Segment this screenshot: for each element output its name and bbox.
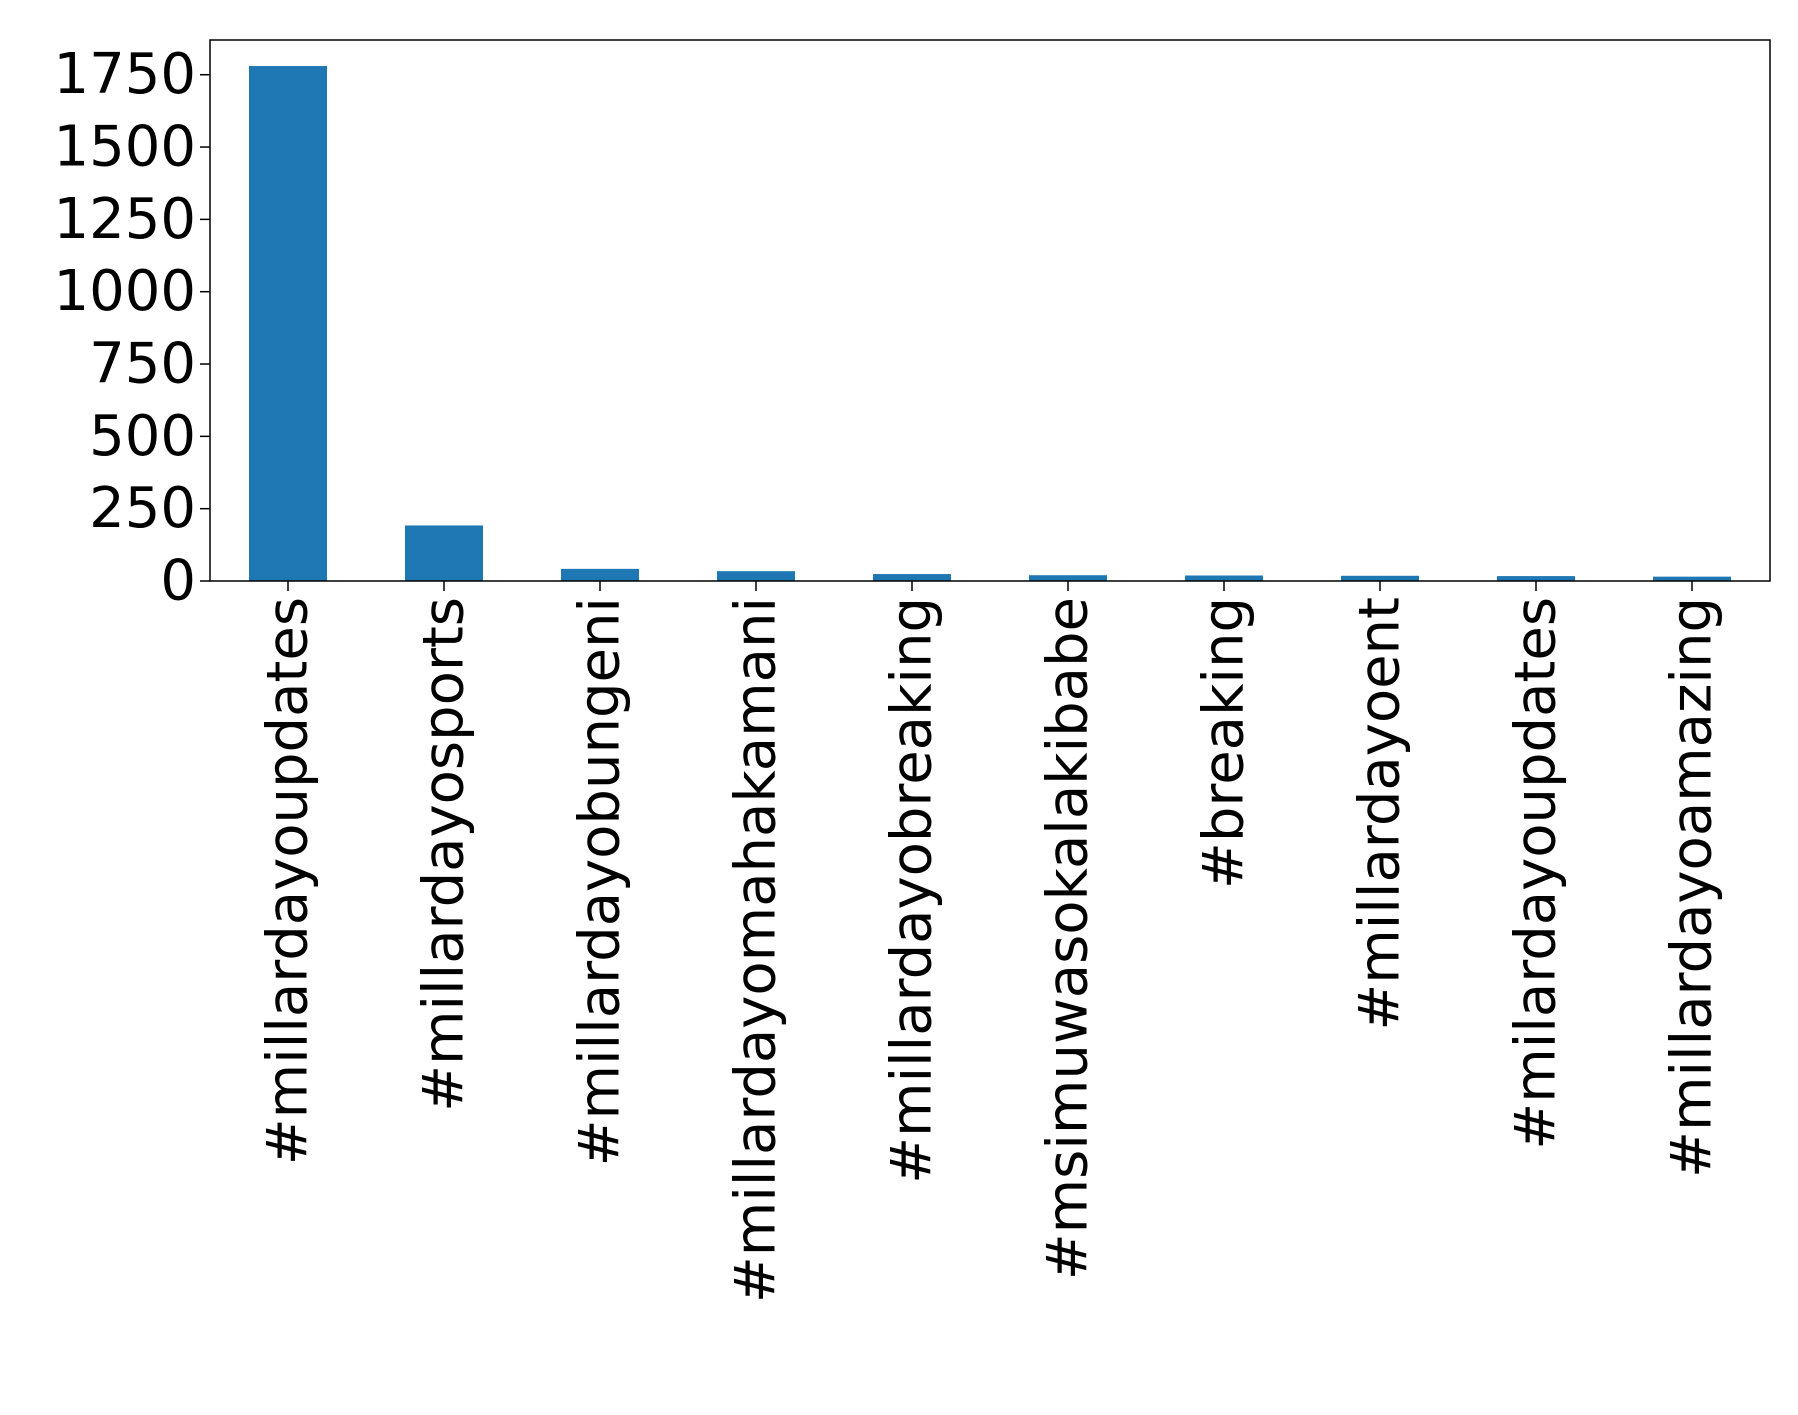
x-tick-label: #millardayobungeni [568, 597, 633, 1166]
bar [1497, 576, 1575, 581]
x-tick-label: #millardayoupdates [256, 597, 321, 1165]
bar [1653, 576, 1731, 581]
y-axis: 0 250 500 750 1000 1250 1500 1750 [53, 42, 210, 614]
x-tick-label: #millardayosports [412, 597, 477, 1112]
bar [1185, 575, 1263, 581]
x-tick-label: #breaking [1192, 597, 1257, 889]
bar [717, 571, 795, 581]
bar [405, 525, 483, 581]
y-tick-label: 0 [160, 549, 196, 614]
y-tick-label: 500 [89, 404, 196, 469]
y-tick-label: 750 [89, 332, 196, 397]
bars-group [249, 66, 1731, 582]
y-tick-label: 1750 [53, 42, 196, 107]
bar [873, 574, 951, 581]
y-tick-label: 1000 [53, 259, 196, 324]
x-tick-label: #msimuwasokalakibabe [1036, 597, 1101, 1280]
y-tick-label: 250 [89, 476, 196, 541]
x-axis: #millardayoupdates #millardayosports #mill… [256, 581, 1725, 1303]
y-tick-label: 1250 [53, 187, 196, 252]
y-tick-label: 1500 [53, 115, 196, 180]
x-tick-label: #millardayoent [1348, 597, 1413, 1031]
bar [1341, 575, 1419, 581]
bar [1029, 575, 1107, 581]
x-tick-label: #millardayomahakamani [724, 597, 789, 1303]
bar [561, 568, 639, 581]
x-tick-label: #milardayoupdates [1504, 597, 1569, 1150]
bar [249, 66, 327, 582]
plot-frame [209, 39, 1771, 582]
x-tick-label: #millardayobreaking [880, 597, 945, 1184]
x-tick-label: #millardayoamazing [1660, 597, 1725, 1178]
